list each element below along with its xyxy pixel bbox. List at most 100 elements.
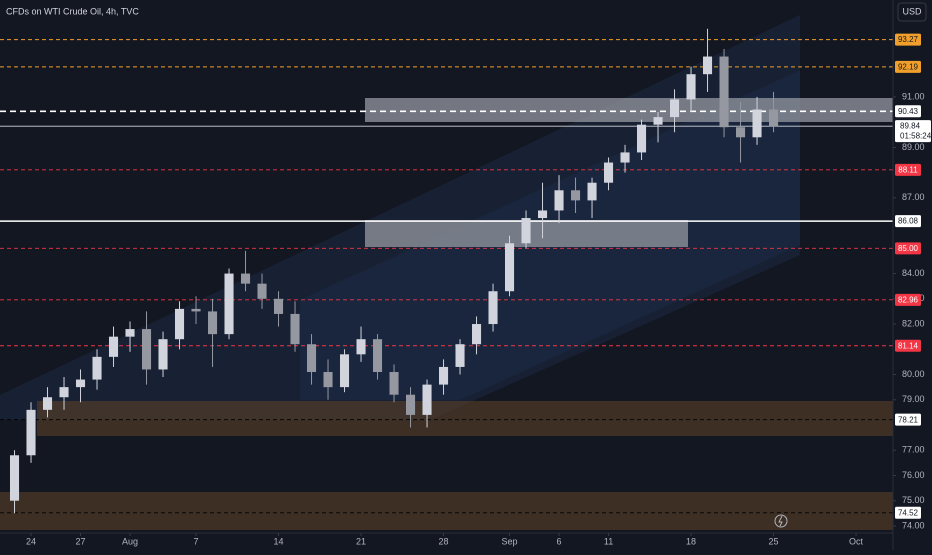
candle-body [306, 344, 317, 372]
candle-body [537, 210, 548, 219]
level-label: 78.21 [898, 415, 919, 424]
supply-zone [365, 98, 893, 122]
candle-body [438, 366, 449, 385]
y-tick-label: 79.00 [902, 394, 925, 404]
candle-body [141, 329, 152, 370]
last-price-label: 89.84 [900, 121, 921, 130]
y-tick-label: 89.00 [902, 142, 925, 152]
candle-body [422, 384, 432, 415]
level-tag [895, 215, 921, 228]
candle-body [653, 117, 663, 125]
level-label: 82.96 [898, 295, 919, 304]
candle-body [224, 273, 234, 335]
candle-body [735, 127, 746, 138]
candle-body [158, 339, 168, 370]
level-label: 81.14 [898, 341, 919, 350]
candle-body [405, 394, 416, 415]
candle-body [603, 162, 614, 183]
candle-body [207, 311, 218, 335]
candle-body [174, 308, 185, 340]
y-tick-label: 77.00 [902, 445, 925, 455]
countdown-label: 01:58:24 [900, 131, 932, 140]
x-tick-label: Oct [849, 536, 864, 546]
level-label: 92.19 [898, 62, 919, 71]
candle-body [26, 409, 36, 456]
support-zone [37, 401, 893, 436]
y-tick-label: 84.00 [902, 268, 925, 278]
candle-body [752, 109, 762, 138]
y-tick-label: 80.00 [902, 369, 925, 379]
y-tick-label: 91.00 [902, 91, 925, 101]
level-label: 90.43 [898, 107, 919, 116]
candle-body [125, 329, 135, 337]
candle-body [339, 354, 350, 388]
candle-body [504, 243, 515, 292]
x-tick-label: 28 [439, 536, 449, 546]
chart-title: CFDs on WTI Crude Oil, 4h, TVC [6, 6, 139, 16]
level-label: 74.52 [898, 508, 919, 517]
level-tag [895, 33, 921, 46]
candle-body [587, 182, 597, 201]
candle-body [59, 387, 69, 398]
candle-body [554, 190, 564, 211]
x-tick-label: 18 [686, 536, 696, 546]
y-tick-label: 82.00 [902, 318, 925, 328]
y-tick-label: 87.00 [902, 192, 925, 202]
level-label: 93.27 [898, 35, 919, 44]
level-tag [895, 163, 921, 176]
x-tick-label: 6 [557, 536, 562, 546]
x-tick-label: 24 [26, 536, 36, 546]
candle-body [768, 109, 779, 127]
candle-body [273, 298, 284, 314]
candle-body [488, 291, 498, 325]
y-tick-label: 74.00 [902, 520, 925, 530]
level-label: 85.00 [898, 244, 919, 253]
x-tick-label: Aug [122, 536, 138, 546]
axes: 74.0075.0076.0077.0079.0080.0082.0083.00… [26, 33, 932, 546]
x-tick-label: 11 [604, 536, 613, 546]
level-tag [895, 242, 921, 255]
currency-label[interactable]: USD [902, 6, 922, 16]
x-tick-label: 14 [274, 536, 284, 546]
candle-body [570, 190, 581, 201]
candle-body [669, 99, 680, 118]
candle-body [42, 397, 53, 410]
x-tick-label: 27 [76, 536, 86, 546]
lightning-icon[interactable] [774, 514, 788, 528]
candle-body [9, 455, 20, 501]
candle-body [240, 273, 251, 284]
candle-body [108, 336, 119, 357]
candle-body [471, 324, 482, 345]
lightning-glyph [778, 515, 783, 527]
level-tag [895, 293, 921, 306]
candle-body [686, 74, 696, 100]
candle-body [290, 313, 300, 345]
x-tick-label: 25 [769, 536, 779, 546]
candle-body [636, 124, 647, 153]
level-tag [895, 506, 921, 519]
y-tick-label: 76.00 [902, 470, 925, 480]
level-tag [895, 339, 921, 352]
candle-body [323, 371, 333, 388]
x-tick-label: 21 [356, 536, 366, 546]
candle-body [92, 356, 102, 380]
candles [9, 28, 779, 514]
candle-body [75, 379, 86, 388]
candle-body [356, 339, 366, 355]
candle-body [257, 283, 267, 299]
level-tag [895, 60, 921, 73]
y-tick-label: 75.00 [902, 495, 925, 505]
candle-body [455, 344, 465, 367]
level-tag [895, 105, 921, 118]
x-tick-label: 7 [194, 536, 199, 546]
candle-body [372, 339, 383, 372]
candle-body [719, 56, 729, 128]
level-tag [895, 413, 921, 426]
candle-body [620, 152, 630, 163]
currency-button[interactable] [897, 2, 927, 22]
support-zone [0, 492, 893, 530]
level-label: 88.11 [898, 165, 918, 174]
candle-body [702, 56, 713, 75]
candle-body [521, 218, 531, 244]
